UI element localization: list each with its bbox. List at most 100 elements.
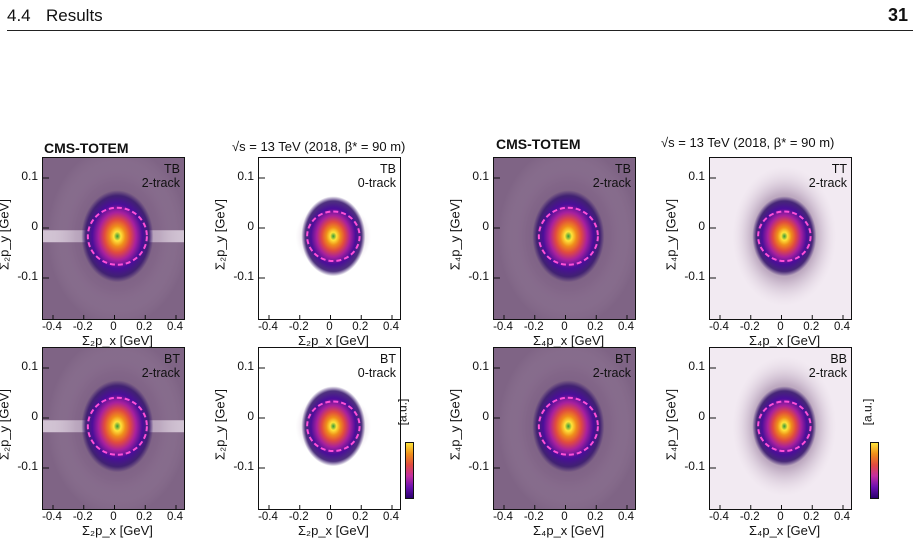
y-axis-title: Σ₂p_y [GeV]: [212, 389, 228, 460]
panel-track-label: 2-track: [592, 176, 631, 190]
y-tick-label: 0: [247, 219, 254, 233]
x-axis-title: Σ₄p_x [GeV]: [749, 523, 821, 538]
x-tick-label: -0.4: [493, 511, 513, 523]
y-tick-label: 0.1: [237, 169, 254, 183]
y-axis-title: Σ₄p_y [GeV]: [447, 388, 463, 461]
x-tick-label: -0.2: [523, 511, 544, 523]
y-tick-label: 0: [482, 409, 489, 423]
x-tick-label: -0.2: [288, 321, 309, 333]
y-axis-title: Σ₂p_y [GeV]: [212, 199, 228, 270]
panel-track-label: 0-track: [357, 366, 396, 380]
x-tick-label: 0.2: [352, 511, 369, 523]
y-tick-label: 0.1: [688, 169, 705, 183]
x-tick-label: 0.4: [383, 321, 399, 333]
section-title: Results: [46, 6, 103, 25]
x-axis-title: Σ₄p_x [GeV]: [533, 523, 605, 538]
x-tick-label: 0: [110, 321, 117, 333]
x-tick-label: -0.4: [42, 511, 62, 523]
x-axis-title: Σ₄p_x [GeV]: [749, 333, 821, 348]
panel-track-label: 0-track: [357, 176, 396, 190]
y-axis-title: Σ₂p_y [GeV]: [0, 199, 12, 270]
x-tick-label: 0.4: [618, 511, 634, 523]
panel-track-label: 2-track: [141, 176, 180, 190]
colorbar-right: [870, 442, 879, 499]
x-tick-label: 0: [110, 511, 117, 523]
panel-topology-label: TT: [831, 162, 847, 176]
x-tick-label: 0: [326, 511, 333, 523]
x-axis-title: Σ₂p_x [GeV]: [298, 523, 369, 538]
y-tick-label: -0.1: [684, 459, 705, 473]
x-axis-title: Σ₂p_x [GeV]: [82, 523, 153, 538]
y-tick-label: 0.1: [688, 359, 705, 373]
y-tick-label: -0.1: [684, 269, 705, 283]
x-tick-label: -0.4: [258, 321, 278, 333]
run-info-left: √s = 13 TeV (2018, β* = 90 m): [232, 139, 406, 154]
y-tick-label: 0: [482, 219, 489, 233]
x-tick-label: -0.2: [739, 321, 760, 333]
histogram-panel: BB 2-track: [709, 347, 852, 510]
x-tick-label: 0.4: [167, 321, 183, 333]
x-tick-label: 0.4: [834, 321, 850, 333]
panel-topology-label: BT: [380, 352, 396, 366]
y-tick-label: 0.1: [472, 169, 489, 183]
panel-topology-label: TB: [615, 162, 631, 176]
panel-topology-label: TB: [164, 162, 180, 176]
histogram-panel: TT 2-track: [709, 157, 852, 320]
x-tick-label: 0.2: [803, 511, 820, 523]
x-tick-label: 0: [777, 321, 784, 333]
y-tick-label: 0.1: [237, 359, 254, 373]
x-tick-label: 0.2: [587, 511, 604, 523]
histogram-panel: TB 2-track: [42, 157, 185, 320]
panel-track-label: 2-track: [808, 176, 847, 190]
y-tick-label: 0: [31, 409, 38, 423]
experiment-label-right: CMS-TOTEM: [496, 136, 581, 152]
y-tick-label: 0: [698, 219, 705, 233]
x-tick-label: 0.2: [587, 321, 604, 333]
x-tick-label: -0.4: [709, 511, 729, 523]
x-tick-label: 0.4: [618, 321, 634, 333]
x-tick-label: 0: [326, 321, 333, 333]
x-tick-label: 0.4: [167, 511, 183, 523]
y-tick-label: -0.1: [17, 459, 38, 473]
x-tick-label: -0.2: [739, 511, 760, 523]
y-axis-title: Σ₄p_y [GeV]: [663, 388, 679, 461]
panel-track-label: 2-track: [808, 366, 847, 380]
x-tick-label: 0.4: [383, 511, 399, 523]
x-tick-label: 0.2: [136, 321, 153, 333]
y-tick-label: 0: [31, 219, 38, 233]
x-tick-label: 0.2: [352, 321, 369, 333]
y-tick-label: -0.1: [468, 459, 489, 473]
run-info-right: √s = 13 TeV (2018, β* = 90 m): [661, 135, 835, 150]
page-header: 4.4 Results 31: [0, 0, 920, 31]
y-tick-label: 0.1: [21, 169, 38, 183]
histogram-panel: TB 2-track: [493, 157, 636, 320]
panel-topology-label: TB: [380, 162, 396, 176]
panel-topology-label: BB: [830, 352, 847, 366]
histogram-panel: BT 2-track: [42, 347, 185, 510]
y-axis-title: Σ₄p_y [GeV]: [663, 198, 679, 271]
y-tick-label: 0: [698, 409, 705, 423]
experiment-label-left: CMS-TOTEM: [44, 140, 129, 156]
x-tick-label: -0.2: [72, 321, 93, 333]
y-tick-label: -0.1: [17, 269, 38, 283]
x-tick-label: 0.2: [803, 321, 820, 333]
panel-track-label: 2-track: [141, 366, 180, 380]
panel-topology-label: BT: [164, 352, 180, 366]
y-axis-title: Σ₂p_y [GeV]: [0, 389, 12, 460]
histogram-panel: BT 0-track: [258, 347, 401, 510]
colorbar-left: [405, 442, 414, 499]
x-tick-label: -0.4: [258, 511, 278, 523]
x-tick-label: -0.2: [523, 321, 544, 333]
colorbar-label-right: [a.u.]: [860, 398, 875, 426]
colorbar-label-left: [a.u.]: [395, 398, 410, 426]
x-tick-label: -0.2: [288, 511, 309, 523]
page-number: 31: [887, 5, 908, 25]
panel-topology-label: BT: [615, 352, 631, 366]
x-tick-label: 0: [561, 321, 568, 333]
panel-track-label: 2-track: [592, 366, 631, 380]
x-tick-label: -0.2: [72, 511, 93, 523]
x-tick-label: -0.4: [709, 321, 729, 333]
x-tick-label: -0.4: [493, 321, 513, 333]
x-axis-title: Σ₂p_x [GeV]: [82, 333, 153, 348]
y-tick-label: 0.1: [472, 359, 489, 373]
